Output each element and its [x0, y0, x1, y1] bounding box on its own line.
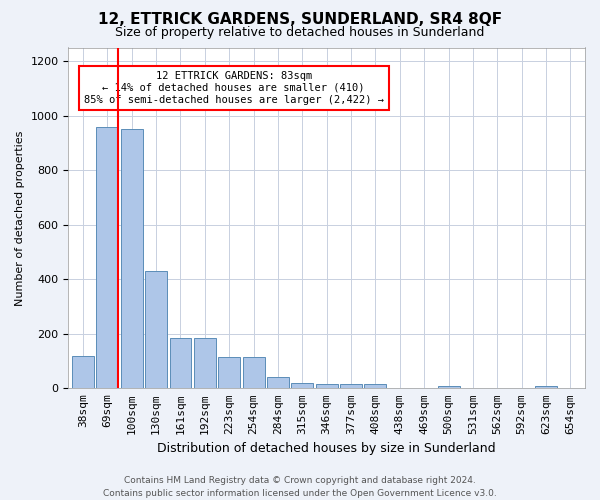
Bar — [292, 383, 313, 388]
Bar — [437, 386, 460, 388]
Text: Contains HM Land Registry data © Crown copyright and database right 2024.
Contai: Contains HM Land Registry data © Crown c… — [103, 476, 497, 498]
Bar — [218, 357, 240, 388]
Bar — [121, 130, 143, 388]
Bar — [72, 356, 94, 388]
Text: Size of property relative to detached houses in Sunderland: Size of property relative to detached ho… — [115, 26, 485, 39]
Bar — [242, 357, 265, 388]
Bar — [170, 338, 191, 388]
Text: 12, ETTRICK GARDENS, SUNDERLAND, SR4 8QF: 12, ETTRICK GARDENS, SUNDERLAND, SR4 8QF — [98, 12, 502, 28]
Y-axis label: Number of detached properties: Number of detached properties — [15, 130, 25, 306]
Bar — [535, 386, 557, 388]
Bar — [97, 126, 118, 388]
Bar — [145, 271, 167, 388]
Bar — [364, 384, 386, 388]
Bar — [340, 384, 362, 388]
X-axis label: Distribution of detached houses by size in Sunderland: Distribution of detached houses by size … — [157, 442, 496, 455]
Bar — [316, 384, 338, 388]
Text: 12 ETTRICK GARDENS: 83sqm
← 14% of detached houses are smaller (410)
85% of semi: 12 ETTRICK GARDENS: 83sqm ← 14% of detac… — [84, 72, 384, 104]
Bar — [267, 378, 289, 388]
Bar — [194, 338, 216, 388]
